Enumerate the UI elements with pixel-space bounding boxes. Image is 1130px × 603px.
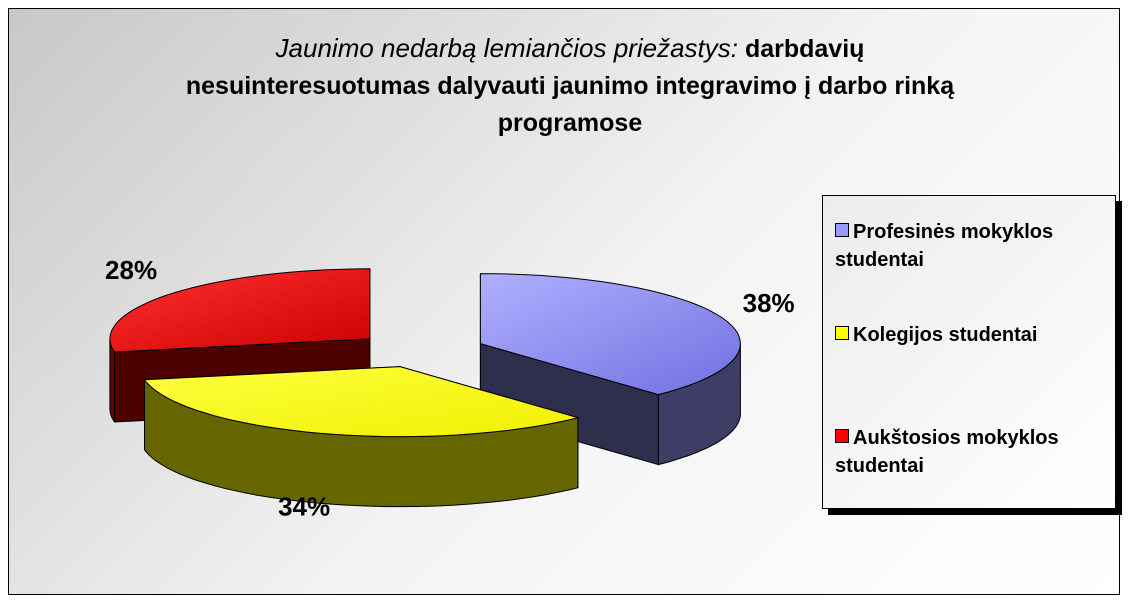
legend-label: Kolegijos studentai — [853, 324, 1038, 346]
legend-swatch — [835, 326, 849, 340]
legend-swatch — [835, 223, 849, 237]
legend-swatch — [835, 429, 849, 443]
data-label: 34% — [278, 491, 330, 521]
legend-item: Profesinės mokyklos studentai — [835, 218, 1120, 274]
slice — [479, 273, 741, 396]
legend-label: Profesinės mokyklos studentai — [835, 221, 1054, 271]
legend-item: Kolegijos studentai — [835, 321, 1120, 349]
legend-item: Aukštosios mokyklos studentai — [835, 424, 1120, 480]
data-label: 38% — [743, 288, 795, 318]
slice — [143, 366, 580, 438]
chart-title: Jaunimo nedarbą lemiančios priežastys: d… — [170, 30, 970, 142]
legend: Profesinės mokyklos studentai Kolegijos s… — [822, 195, 1116, 509]
data-label: 28% — [105, 255, 157, 285]
slice — [109, 268, 371, 353]
legend-label: Aukštosios mokyklos studentai — [835, 427, 1059, 477]
title: Jaunimo nedarbą lemiančios priežastys: — [275, 33, 738, 63]
subtitle: darbdavių nesuinteresuotumas dalyvauti j… — [185, 35, 955, 137]
